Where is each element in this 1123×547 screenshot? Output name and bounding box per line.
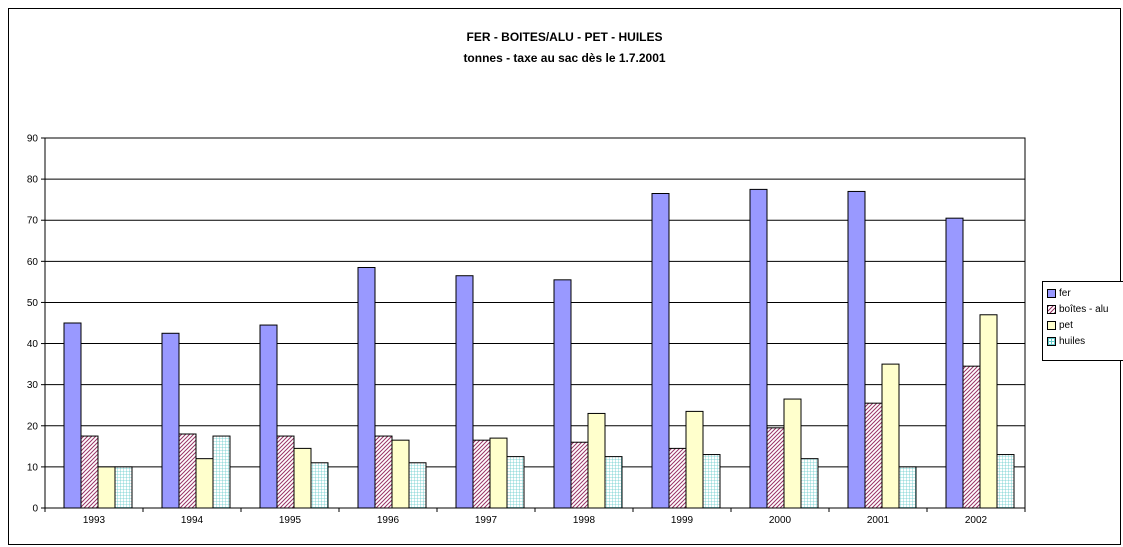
y-tick-label: 30 — [27, 380, 39, 391]
legend-item: huiles — [1047, 333, 1123, 349]
x-tick-label: 2001 — [867, 515, 890, 526]
chart-title: FER - BOITES/ALU - PET - HUILES — [466, 30, 663, 44]
bar-bo-tes-alu — [276, 435, 295, 509]
bar-huiles — [898, 466, 917, 509]
y-tick-label: 80 — [27, 175, 39, 186]
y-tick-label: 40 — [27, 339, 39, 350]
bar-pet — [391, 439, 410, 509]
bar-huiles — [114, 466, 133, 509]
legend-label: pet — [1059, 319, 1073, 331]
bar-bo-tes-alu — [766, 427, 785, 509]
x-tick-label: 2000 — [769, 515, 792, 526]
bar-huiles — [702, 454, 721, 509]
bar-huiles — [604, 456, 623, 509]
bar-huiles — [212, 435, 231, 509]
bar-fer — [357, 267, 376, 509]
bar-pet — [587, 412, 606, 509]
bar-huiles — [996, 454, 1015, 509]
bar-pet — [293, 447, 312, 509]
legend-swatch — [1047, 288, 1056, 298]
bar-fer — [749, 188, 768, 509]
bar-fer — [847, 190, 866, 509]
bar-bo-tes-alu — [570, 441, 589, 509]
x-tick-label: 1996 — [377, 515, 400, 526]
bar-bo-tes-alu — [80, 435, 99, 509]
bar-pet — [195, 458, 214, 509]
legend-swatch — [1047, 336, 1056, 346]
x-tick-label: 1997 — [475, 515, 498, 526]
bar-bo-tes-alu — [472, 439, 491, 509]
y-tick-label: 10 — [27, 462, 39, 473]
bar-fer — [945, 217, 964, 509]
bar-fer — [161, 332, 180, 509]
legend: fer boîtes - alu pet huiles — [1042, 281, 1123, 361]
bar-bo-tes-alu — [668, 447, 687, 509]
bar-huiles — [506, 456, 525, 509]
legend-swatch — [1047, 320, 1056, 330]
bar-huiles — [800, 458, 819, 509]
y-tick-label: 50 — [27, 298, 39, 309]
bar-pet — [881, 363, 900, 509]
bar-pet — [97, 466, 116, 509]
x-tick-label: 1999 — [671, 515, 694, 526]
bar-bo-tes-alu — [962, 365, 981, 509]
bar-pet — [489, 437, 508, 509]
legend-label: boîtes - alu — [1059, 303, 1109, 315]
chart-subtitle: tonnes - taxe au sac dès le 1.7.2001 — [463, 51, 666, 65]
legend-label: fer — [1059, 287, 1071, 299]
bar-bo-tes-alu — [864, 402, 883, 509]
legend-item: boîtes - alu — [1047, 301, 1123, 317]
y-tick-label: 0 — [32, 504, 38, 515]
bar-fer — [455, 275, 474, 509]
legend-item: pet — [1047, 317, 1123, 333]
bar-huiles — [310, 462, 329, 509]
legend-label: huiles — [1059, 335, 1086, 347]
x-tick-label: 1995 — [279, 515, 302, 526]
bar-fer — [553, 279, 572, 509]
bar-bo-tes-alu — [374, 435, 393, 509]
y-tick-label: 20 — [27, 421, 39, 432]
bar-fer — [63, 322, 82, 509]
bar-pet — [783, 398, 802, 509]
y-tick-label: 70 — [27, 216, 39, 227]
y-tick-label: 90 — [27, 134, 39, 145]
bar-pet — [685, 410, 704, 509]
bar-fer — [259, 324, 278, 509]
x-tick-label: 1994 — [181, 515, 204, 526]
bar-huiles — [408, 462, 427, 509]
y-tick-label: 60 — [27, 257, 39, 268]
x-tick-label: 1993 — [83, 515, 106, 526]
legend-swatch — [1047, 304, 1056, 314]
bar-bo-tes-alu — [178, 433, 197, 509]
bar-fer — [651, 193, 670, 509]
x-tick-label: 1998 — [573, 515, 596, 526]
bar-pet — [979, 314, 998, 509]
x-tick-label: 2002 — [965, 515, 988, 526]
legend-item: fer — [1047, 285, 1123, 301]
